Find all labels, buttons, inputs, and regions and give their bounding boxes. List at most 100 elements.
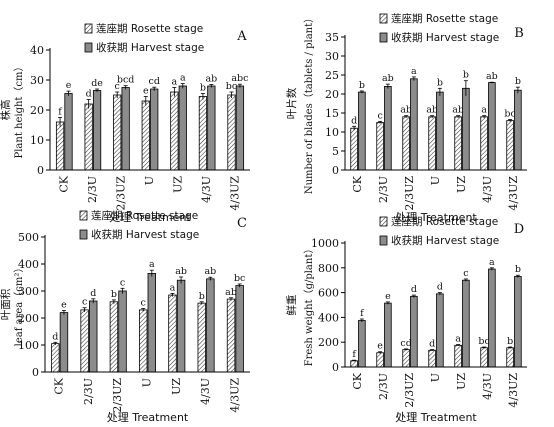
significance-letter: bc [478,336,489,347]
legend-swatch-rosette [379,216,388,227]
y-tick-label: 0 [332,361,339,374]
y-tick-label: 600 [318,287,339,300]
bar-rosette [402,349,410,368]
legend-label: 莲座期 Rosette stage [91,209,198,222]
bar-rosette [80,309,89,373]
bar-rosette [376,352,384,368]
bar-rosette [84,103,93,171]
x-tick-label: 2/3UZ [403,373,416,408]
x-tick-label: 4/3U [200,176,213,203]
bar-harvest [206,278,215,373]
bar-harvest [436,293,444,368]
significance-letter: e [61,299,67,310]
significance-letter: bc [226,81,237,92]
significance-letter: c [463,268,468,279]
significance-letter: c [115,81,120,92]
y-tick-label: 10 [30,134,44,147]
x-tick-label: 2/3UZ [403,176,416,211]
bar-harvest [118,290,127,373]
x-tick-label: 2/3U [377,373,390,400]
significance-letter: a [172,77,178,88]
bar-harvest [410,78,418,171]
legend-swatch-harvest [379,32,388,43]
y-tick-label: 30 [325,50,339,63]
significance-letter: b [359,80,365,91]
bar-rosette [480,347,488,368]
significance-letter: d [437,282,443,293]
significance-letter: a [180,73,186,84]
significance-letter: d [86,89,92,100]
significance-letter: d [411,284,417,295]
bar-harvest [410,295,418,368]
bar-rosette [506,120,514,171]
significance-letter: ab [486,71,498,82]
x-tick-label: CK [351,175,364,192]
panel-letter: B [514,26,524,41]
panel-d: 0 200 400 600 800 1000 f f CK e e 2/3U cd d 2/3UZ d d Ua c… [285,215,527,424]
bar-rosette [138,309,148,373]
y-tick-label: 300 [18,285,39,298]
bar-rosette [506,347,514,368]
significance-letter: cd [149,76,160,87]
y-tick-label: 0 [32,366,39,379]
legend-label: 收获期 Harvest stage [91,228,199,241]
bar-harvest [178,85,187,171]
significance-letter: e [377,341,383,352]
bar-harvest [64,93,73,171]
bar-rosette [428,349,436,368]
significance-letter: ab [205,74,217,85]
bar-rosette [454,116,462,171]
y-tick-label: 200 [18,312,39,325]
significance-letter: cd [400,338,411,349]
x-tick-label: UZ [455,373,468,390]
bar-harvest [488,82,496,171]
bar-harvest [150,88,159,171]
y-tick-label: 20 [30,104,44,117]
bar-rosette [51,343,60,373]
x-tick-label: U [429,373,442,382]
significance-letter: b [111,289,117,300]
y-axis-title-en: leaf area（cm²） [13,263,25,347]
bar-harvest [358,320,366,368]
y-tick-label: 10 [325,126,339,139]
bar-rosette [227,94,236,171]
significance-letter: c [120,277,125,288]
bar-harvest [514,89,522,171]
y-tick-label: 200 [318,336,339,349]
significance-letter: e [143,86,149,97]
significance-letter: b [515,264,521,275]
significance-letter: c [377,110,382,121]
legend-label: 莲座期 Rosette stage [391,215,498,228]
bar-rosette [454,344,462,368]
x-tick-label: 4/3UZ [228,378,241,413]
bar-harvest [488,268,496,368]
legend-label: 莲座期 Rosette stage [391,12,498,25]
significance-letter: e [385,291,391,302]
y-tick-label: 40 [30,44,44,57]
legend-label: 收获期 Harvest stage [96,41,204,54]
panel-b: 05101520253035dbCKcab2/3Uaba2/3UZabbUabb… [285,12,527,224]
significance-letter: b [515,76,521,87]
legend-swatch-harvest [379,235,388,246]
significance-letter: d [429,339,435,350]
significance-letter: a [481,105,487,116]
bar-harvest [92,90,102,171]
significance-letter: ab [452,105,464,116]
significance-letter: a [170,282,176,293]
significance-letter: b [437,77,443,88]
x-tick-label: 4/3U [481,176,494,203]
x-tick-label: CK [57,175,70,192]
legend-label: 莲座期 Rosette stage [96,22,203,35]
bar-harvest [235,85,245,171]
significance-letter: de [91,78,103,89]
significance-letter: a [411,66,417,77]
significance-letter: a [489,257,495,268]
y-tick-label: 100 [18,339,39,352]
significance-letter: a [455,334,461,345]
significance-letter: ab [400,105,412,116]
y-axis-title-cn: 株高 [0,100,12,121]
significance-letter: b [507,336,513,347]
legend-swatch-harvest [84,42,93,53]
